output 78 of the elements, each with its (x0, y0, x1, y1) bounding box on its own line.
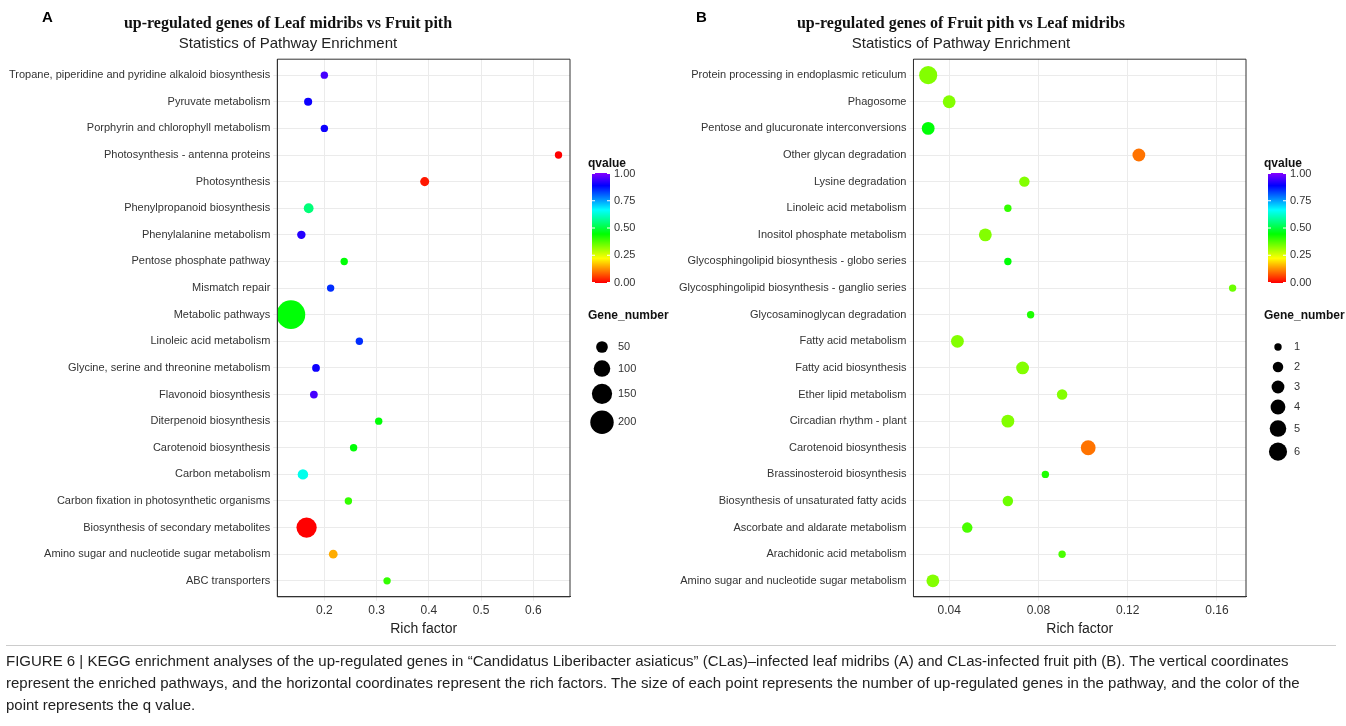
color-bar-label: 0.75 (1290, 193, 1312, 206)
x-tick-label: 0.08 (1026, 603, 1051, 618)
legend-label: 100 (618, 361, 637, 374)
y-tick-label: Porphyrin and chlorophyll metabolism (86, 121, 271, 134)
x-tick-label: 0.2 (316, 603, 334, 618)
chart-subtitle: Statistics of Pathway Enrichment (178, 34, 399, 52)
y-tick-label: Phenylalanine metabolism (141, 227, 271, 240)
legend-label: 3 (1294, 380, 1301, 393)
x-tick-label: 0.04 (937, 603, 962, 618)
y-tick-label: Photosynthesis (195, 174, 271, 187)
y-tick-label: Ascorbate and aldarate metabolism (733, 520, 907, 533)
legend-label: 2 (1294, 360, 1301, 373)
legend-label: 5 (1294, 421, 1301, 434)
x-tick-label: 0.4 (420, 603, 438, 618)
y-tick-label: Carbon metabolism (174, 467, 271, 480)
x-tick-label: 0.16 (1205, 603, 1229, 618)
color-bar-label: 0.00 (1290, 275, 1312, 288)
legend-title: Gene_number (588, 308, 670, 322)
x-tick-label: 0.12 (1116, 603, 1140, 618)
y-tick-label: Glycine, serine and threonine metabolism (67, 360, 271, 373)
color-bar-label: 0.75 (614, 193, 636, 206)
legend-label: 1 (1294, 340, 1301, 353)
y-tick-label: Pentose and glucuronate interconversions (700, 121, 907, 134)
y-tick-label: Protein processing in endoplasmic reticulum (691, 68, 907, 81)
legend-label: 6 (1294, 444, 1301, 457)
y-tick-label: Linoleic acid metabolism (150, 334, 271, 347)
y-tick-label: Photosynthesis - antenna proteins (103, 148, 271, 161)
y-tick-label: Phagosome (847, 94, 907, 107)
y-tick-label: Arachidonic acid metabolism (766, 547, 907, 560)
x-tick-label: 0.5 (472, 603, 490, 618)
y-tick-label: Ether lipid metabolism (798, 387, 907, 400)
y-tick-label: Carotenoid biosynthesis (152, 440, 271, 453)
y-tick-label: Fatty acid biosynthesis (795, 360, 907, 373)
y-tick-label: Circadian rhythm - plant (789, 414, 907, 427)
legend-label: 200 (618, 415, 637, 428)
y-tick-label: Inositol phosphate metabolism (757, 227, 907, 240)
y-tick-label: Biosynthesis of unsaturated fatty acids (718, 494, 907, 507)
y-tick-label: Glycosphingolipid biosynthesis - globo series (687, 254, 907, 267)
chart-subtitle: Statistics of Pathway Enrichment (851, 34, 1072, 52)
y-tick-label: Tropane, piperidine and pyridine alkaloid biosynthesis (9, 68, 271, 81)
y-tick-label: Fatty acid metabolism (799, 334, 907, 347)
x-axis-title: Rich factor (1046, 620, 1114, 637)
color-bar-label: 0.25 (614, 248, 636, 261)
color-bar-label: 0.50 (1290, 221, 1312, 234)
y-tick-label: Linoleic acid metabolism (786, 201, 907, 214)
text: B (696, 8, 707, 25)
legend-label: 4 (1294, 400, 1301, 413)
chart-title: up-regulated genes of Leaf midribs vs Fruit pith (123, 13, 453, 32)
text: A (42, 8, 53, 25)
y-tick-label: Carotenoid biosynthesis (789, 440, 907, 453)
legend-title: Gene_number (1264, 308, 1346, 322)
y-tick-label: Amino sugar and nucleotide sugar metabolism (44, 547, 271, 560)
color-bar-label: 0.50 (614, 221, 636, 234)
y-tick-label: Diterpenoid biosynthesis (150, 414, 271, 427)
caption: FIGURE 6 | KEGG enrichment analyses of the up-regulated genes in “Candidatus Liberibacter asiaticus” (CLas)–infected leaf midribs (A) and CLas-infected fruit pith (B). The vertical coordinates represent the enriched pathways, and the horizontal coordinates represent the rich factors. The size of each point represents the number of up-regulated genes in the pathway, and the color of the point represents the q value. (6, 645, 1336, 716)
y-tick-label: Carbon fixation in photosynthetic organisms (56, 494, 271, 507)
y-tick-label: Lysine degradation (813, 174, 907, 187)
x-axis-title: Rich factor (390, 620, 458, 637)
y-tick-label: Mismatch repair (192, 281, 271, 294)
y-tick-label: Phenylpropanoid biosynthesis (124, 201, 271, 214)
legend-label: 50 (618, 340, 631, 353)
y-tick-label: Glycosphingolipid biosynthesis - ganglio series (678, 281, 907, 294)
color-bar-label: 0.00 (614, 275, 636, 288)
legend-label: 150 (618, 386, 637, 399)
y-tick-label: Flavonoid biosynthesis (159, 387, 271, 400)
y-tick-label: Metabolic pathways (173, 307, 271, 320)
y-tick-label: Pentose phosphate pathway (131, 254, 271, 267)
y-tick-label: Pyruvate metabolism (167, 94, 271, 107)
y-tick-label: Other glycan degradation (782, 148, 907, 161)
y-tick-label: Amino sugar and nucleotide sugar metabolism (680, 573, 907, 586)
x-tick-label: 0.3 (368, 603, 386, 618)
y-tick-label: Brassinosteroid biosynthesis (767, 467, 907, 480)
chart-title: up-regulated genes of Fruit pith vs Leaf midribs (796, 13, 1126, 32)
color-bar-label: 0.25 (1290, 248, 1312, 261)
y-tick-label: ABC transporters (185, 573, 271, 586)
y-tick-label: Biosynthesis of secondary metabolites (83, 520, 271, 533)
x-tick-label: 0.6 (525, 603, 543, 618)
y-tick-label: Glycosaminoglycan degradation (749, 307, 907, 320)
